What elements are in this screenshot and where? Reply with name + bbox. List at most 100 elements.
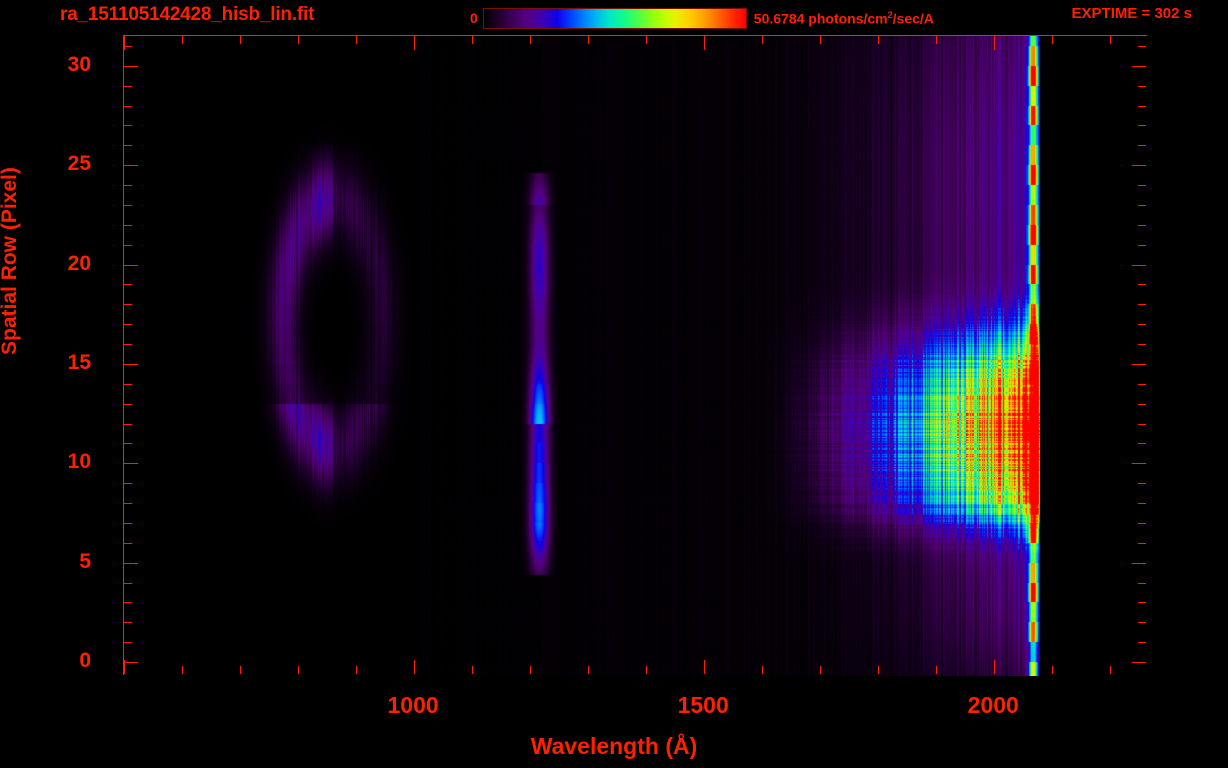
y-tick-minor-right: [1138, 185, 1146, 187]
y-tick-minor: [124, 304, 132, 306]
y-tick-label: 25: [67, 152, 91, 176]
y-tick-minor: [124, 145, 132, 147]
colorbar-min-label: 0: [470, 10, 478, 26]
exptime-label: EXPTIME = 302 s: [1071, 5, 1192, 22]
y-tick-minor-right: [1138, 244, 1146, 246]
x-tick-minor-top: [472, 36, 474, 44]
y-tick-label: 10: [67, 450, 91, 474]
y-tick-minor: [124, 324, 132, 326]
y-tick-minor: [124, 185, 132, 187]
x-tick-minor-top: [936, 36, 938, 44]
y-tick-major-right: [1132, 165, 1146, 167]
y-tick-minor: [124, 522, 132, 524]
y-tick-minor-right: [1138, 642, 1146, 644]
colorbar-units-suffix: /sec/A: [892, 10, 934, 27]
y-tick-minor-right: [1138, 284, 1146, 286]
y-tick-label: 0: [79, 649, 91, 673]
y-tick-minor-right: [1138, 324, 1146, 326]
y-tick-minor: [124, 423, 132, 425]
colorbar-group: 0 50.6784 photons/cm2/sec/A: [470, 6, 934, 30]
x-tick-minor-top: [1110, 36, 1112, 44]
y-tick-minor: [124, 244, 132, 246]
y-tick-minor: [124, 284, 132, 286]
x-tick-minor: [356, 666, 358, 674]
y-tick-minor-right: [1138, 45, 1146, 47]
y-tick-minor-right: [1138, 224, 1146, 226]
y-tick-minor: [124, 224, 132, 226]
y-tick-minor-right: [1138, 483, 1146, 485]
x-tick-major: [994, 660, 996, 674]
y-tick-major: [124, 562, 138, 564]
y-tick-major-right: [1132, 363, 1146, 365]
x-tick-minor-top: [820, 36, 822, 44]
x-tick-minor: [472, 666, 474, 674]
x-tick-minor: [530, 666, 532, 674]
colorbar-max-value: 50.6784: [753, 10, 805, 27]
y-tick-major: [124, 662, 138, 664]
y-tick-major-right: [1132, 662, 1146, 664]
y-tick-minor-right: [1138, 602, 1146, 604]
x-tick-minor-top: [182, 36, 184, 44]
colorbar-gradient: [482, 7, 747, 29]
y-tick-minor: [124, 582, 132, 584]
y-tick-minor: [124, 642, 132, 644]
plot-frame: [123, 35, 1148, 676]
x-tick-minor: [1052, 666, 1054, 674]
y-tick-label: 30: [67, 52, 91, 76]
colorbar-units-prefix: photons/cm: [808, 10, 888, 27]
y-tick-major: [124, 363, 138, 365]
x-tick-minor: [820, 666, 822, 674]
header-bar: ra_151105142428_hisb_lin.fit 0 50.6784 p…: [0, 0, 1228, 34]
y-tick-major: [124, 65, 138, 67]
y-tick-major: [124, 463, 138, 465]
y-tick-minor-right: [1138, 304, 1146, 306]
y-tick-minor: [124, 483, 132, 485]
y-tick-minor-right: [1138, 85, 1146, 87]
x-tick-minor-top: [878, 36, 880, 44]
x-tick-minor: [240, 666, 242, 674]
x-tick-major: [414, 660, 416, 674]
y-tick-minor: [124, 602, 132, 604]
x-axis-title: Wavelength (Å): [530, 733, 698, 759]
y-tick-minor-right: [1138, 344, 1146, 346]
x-tick-minor: [936, 666, 938, 674]
file-title: ra_151105142428_hisb_lin.fit: [60, 4, 315, 25]
spectrogram-image: [124, 36, 1148, 676]
y-tick-minor: [124, 503, 132, 505]
x-tick-minor: [298, 666, 300, 674]
y-tick-minor: [124, 383, 132, 385]
x-tick-minor: [1110, 666, 1112, 674]
y-tick-minor-right: [1138, 622, 1146, 624]
x-tick-minor-top: [298, 36, 300, 44]
y-tick-major: [124, 165, 138, 167]
x-tick-minor-top: [762, 36, 764, 44]
y-tick-minor-right: [1138, 542, 1146, 544]
y-tick-minor-right: [1138, 204, 1146, 206]
x-tick-major-top: [994, 36, 996, 50]
x-tick-major-top: [704, 36, 706, 50]
y-tick-minor: [124, 542, 132, 544]
x-tick-minor-top: [530, 36, 532, 44]
y-tick-minor: [124, 344, 132, 346]
x-tick-major-top: [414, 36, 416, 50]
x-tick-minor-top: [646, 36, 648, 44]
y-tick-minor-right: [1138, 383, 1146, 385]
y-tick-minor-right: [1138, 105, 1146, 107]
y-tick-minor: [124, 105, 132, 107]
y-tick-minor: [124, 443, 132, 445]
y-tick-minor-right: [1138, 503, 1146, 505]
y-tick-major-right: [1132, 264, 1146, 266]
x-tick-minor: [878, 666, 880, 674]
colorbar-units-exponent: 2: [887, 9, 893, 20]
x-tick-label: 1000: [387, 692, 439, 718]
x-tick-major: [124, 660, 125, 674]
y-tick-minor: [124, 403, 132, 405]
x-tick-major-top: [124, 36, 125, 50]
x-tick-minor-top: [356, 36, 358, 44]
y-tick-label: 20: [67, 251, 91, 275]
colorbar-max-label: 50.6784 photons/cm2/sec/A: [753, 9, 934, 27]
y-tick-minor-right: [1138, 582, 1146, 584]
y-tick-minor-right: [1138, 423, 1146, 425]
y-tick-minor-right: [1138, 403, 1146, 405]
y-tick-minor-right: [1138, 145, 1146, 147]
